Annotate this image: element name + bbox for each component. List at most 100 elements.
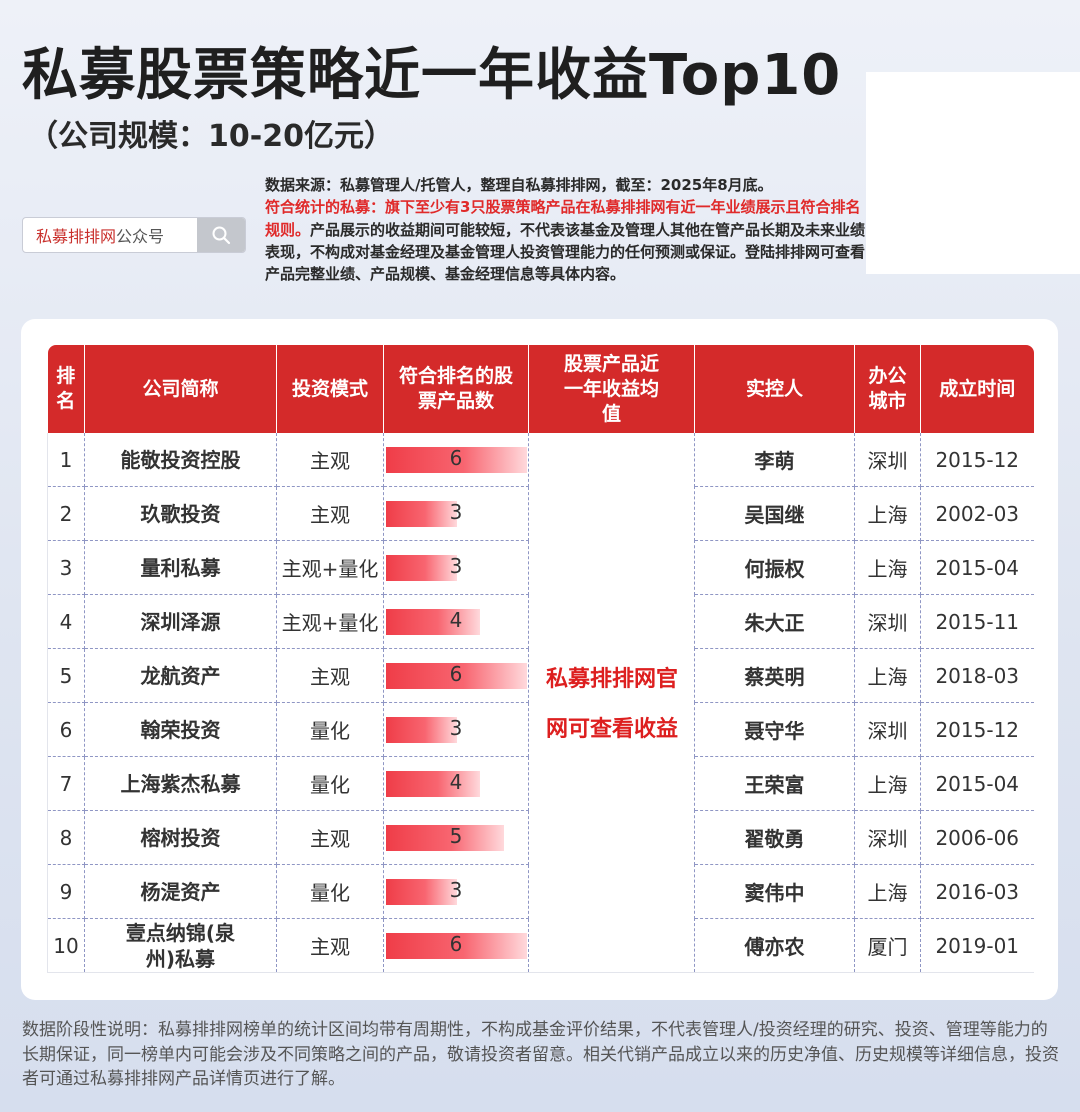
investment-mode: 主观 [276,810,384,865]
investment-mode: 主观 [276,918,384,973]
founded-date: 2016-03 [920,864,1034,919]
table-row: 6 翰荣投资 量化 3 聂守华 深圳 2015-12 [47,702,1034,757]
investment-mode: 主观 [276,648,384,703]
product-count-cell: 3 [383,540,529,595]
office-city: 上海 [854,864,921,919]
table-row: 5 龙航资产 主观 6 蔡英明 上海 2018-03 [47,648,1034,703]
header-rank: 排名 [47,345,85,433]
product-count-cell: 6 [383,918,529,973]
company-name: 深圳泽源 [84,594,277,649]
page-subtitle: （公司规模：10-20亿元） [28,119,394,154]
header-avg-return: 股票产品近一年收益均值 [528,345,695,433]
founded-date: 2015-12 [920,433,1034,487]
company-name: 壹点纳锦(泉州)私募 [84,918,277,973]
founded-date: 2015-11 [920,594,1034,649]
company-name: 龙航资产 [84,648,277,703]
controller-name: 王荣富 [694,756,855,811]
controller-name: 吴国继 [694,486,855,541]
rank-cell: 6 [47,702,85,757]
product-count-value: 3 [449,716,463,740]
product-count-value: 6 [449,932,463,956]
product-count-value: 3 [449,554,463,578]
founded-date: 2015-04 [920,540,1034,595]
criteria-note: 符合统计的私募：旗下至少有3只股票策略产品在私募排排网有近一年业绩展示且符合排名… [265,198,861,239]
office-city: 厦门 [854,918,921,973]
company-name: 玖歌投资 [84,486,277,541]
decorative-white-block [866,72,1080,274]
controller-name: 李萌 [694,433,855,487]
controller-name: 翟敬勇 [694,810,855,865]
founded-date: 2018-03 [920,648,1034,703]
investment-mode: 量化 [276,702,384,757]
table-row: 3 量利私募 主观+量化 3 何振权 上海 2015-04 [47,540,1034,595]
investment-mode: 主观 [276,433,384,487]
office-city: 深圳 [854,594,921,649]
investment-mode: 量化 [276,756,384,811]
search-button[interactable] [197,218,245,252]
founded-date: 2015-04 [920,756,1034,811]
search-label-brand: 私募排排网 [36,227,117,246]
company-name: 杨湜资产 [84,864,277,919]
product-count-bar [386,771,480,797]
product-count-bar [386,933,527,959]
header-company: 公司简称 [84,345,277,433]
office-city: 上海 [854,540,921,595]
table-row: 10 壹点纳锦(泉州)私募 主观 6 傅亦农 厦门 2019-01 [47,918,1034,973]
founded-date: 2015-12 [920,702,1034,757]
controller-name: 朱大正 [694,594,855,649]
rank-cell: 8 [47,810,85,865]
page-title: 私募股票策略近一年收益Top10 [22,43,842,108]
product-count-bar [386,717,457,743]
product-count-bar [386,501,457,527]
table-row: 1 能敬投资控股 主观 6 私募排排网官 网可查看收益 李萌 深圳 2015-12 [47,433,1034,973]
product-count-value: 6 [449,446,463,470]
product-count-bar [386,555,457,581]
footer-disclaimer: 数据阶段性说明：私募排排网榜单的统计区间均带有周期性，不构成基金评价结果，不代表… [22,1020,1059,1089]
founded-date: 2002-03 [920,486,1034,541]
office-city: 上海 [854,756,921,811]
company-name: 量利私募 [84,540,277,595]
product-count-value: 5 [449,824,463,848]
search-box[interactable]: 私募排排网 公众号 [22,217,246,253]
product-count-cell: 3 [383,702,529,757]
company-name: 能敬投资控股 [84,433,277,487]
header-mode: 投资模式 [276,345,384,433]
product-count-bar [386,879,457,905]
search-label[interactable]: 私募排排网 公众号 [23,218,197,252]
investment-mode: 量化 [276,864,384,919]
company-name: 榕树投资 [84,810,277,865]
rank-cell: 5 [47,648,85,703]
product-count-cell: 5 [383,810,529,865]
controller-name: 蔡英明 [694,648,855,703]
product-count-value: 3 [449,878,463,902]
rank-cell: 1 [47,433,85,487]
search-icon [212,226,231,245]
table-row: 4 深圳泽源 主观+量化 4 朱大正 深圳 2015-11 [47,594,1034,649]
product-count-value: 3 [449,500,463,524]
product-count-cell: 4 [383,594,529,649]
product-count-bar [386,663,527,689]
avg-return-merged-cell: 私募排排网官 网可查看收益 [528,433,695,973]
product-count-value: 4 [449,608,463,632]
header-founded: 成立时间 [920,345,1034,433]
company-name: 翰荣投资 [84,702,277,757]
disclaimer-note: 产品展示的收益期间可能较短，不代表该基金及管理人其他在管产品长期及未来业绩表现，… [265,220,866,284]
table-row: 9 杨湜资产 量化 3 窦伟中 上海 2016-03 [47,864,1034,919]
founded-date: 2006-06 [920,810,1034,865]
rank-cell: 2 [47,486,85,541]
investment-mode: 主观 [276,486,384,541]
rank-cell: 4 [47,594,85,649]
product-count-cell: 3 [383,486,529,541]
product-count-bar [386,825,504,851]
rank-cell: 7 [47,756,85,811]
office-city: 上海 [854,486,921,541]
office-city: 深圳 [854,810,921,865]
product-count-bar [386,447,527,473]
table-row: 2 玖歌投资 主观 3 吴国继 上海 2002-03 [47,486,1034,541]
office-city: 上海 [854,648,921,703]
product-count-value: 6 [449,662,463,686]
avg-return-note: 私募排排网官 网可查看收益 [545,667,678,742]
data-notes: 数据来源：私募管理人/托管人，整理自私募排排网，截至：2025年8月底。 符合统… [265,174,869,285]
header-product-count: 符合排名的股票产品数 [383,345,529,433]
office-city: 深圳 [854,433,921,487]
